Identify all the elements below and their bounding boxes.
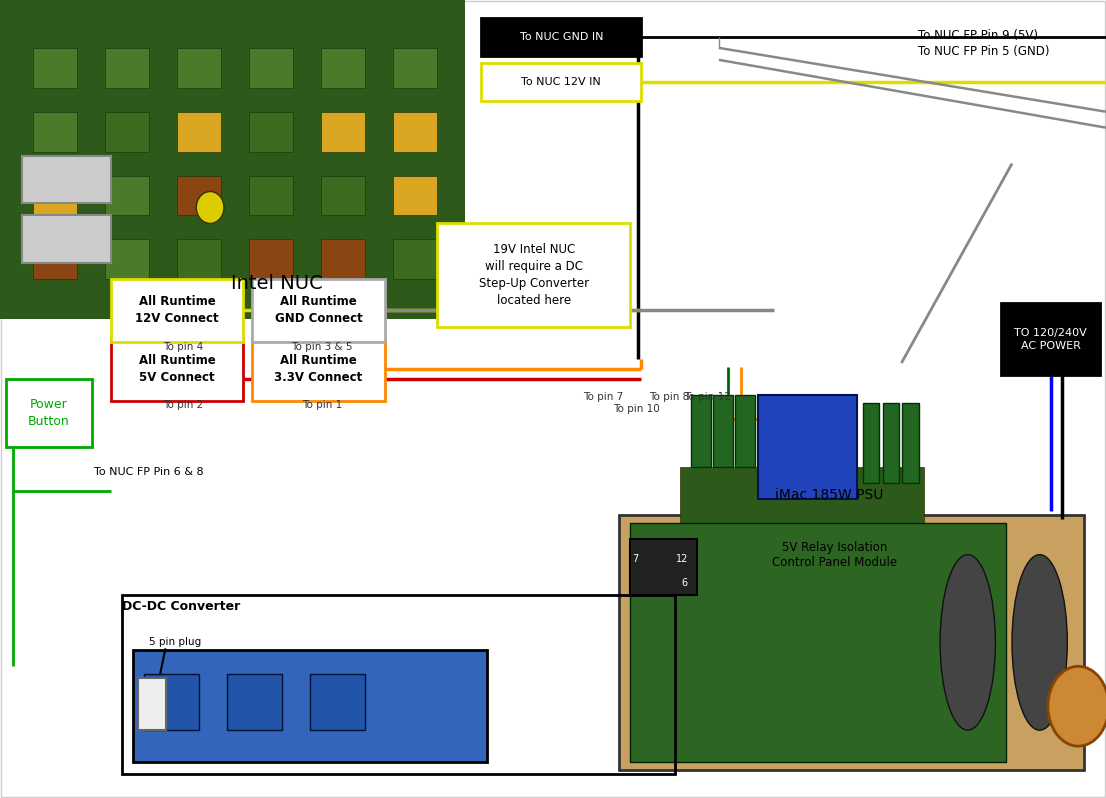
Bar	[393, 176, 437, 215]
Text: 6: 6	[681, 578, 688, 587]
Bar	[249, 48, 293, 88]
Text: All Runtime
5V Connect: All Runtime 5V Connect	[138, 354, 216, 385]
Text: To pin 12: To pin 12	[685, 393, 731, 402]
FancyBboxPatch shape	[252, 279, 385, 342]
Text: To pin 1: To pin 1	[302, 401, 342, 410]
Text: 19V Intel NUC
will require a DC
Step-Up Converter
located here: 19V Intel NUC will require a DC Step-Up …	[479, 243, 588, 307]
Bar	[735, 395, 755, 467]
Ellipse shape	[197, 192, 223, 223]
Bar	[249, 112, 293, 152]
FancyBboxPatch shape	[6, 379, 92, 447]
Text: TO 120/240V
AC POWER: TO 120/240V AC POWER	[1014, 327, 1087, 351]
Bar	[33, 48, 77, 88]
Bar	[105, 112, 149, 152]
FancyBboxPatch shape	[481, 18, 641, 56]
FancyBboxPatch shape	[437, 223, 630, 327]
Bar	[713, 395, 733, 467]
Bar	[177, 176, 221, 215]
FancyBboxPatch shape	[1001, 303, 1100, 375]
Bar	[393, 112, 437, 152]
Text: 7: 7	[633, 554, 639, 563]
Ellipse shape	[940, 555, 995, 730]
Text: To NUC FP Pin 5 (GND): To NUC FP Pin 5 (GND)	[918, 45, 1050, 58]
Text: All Runtime
12V Connect: All Runtime 12V Connect	[135, 295, 219, 326]
Text: To pin 3 & 5: To pin 3 & 5	[291, 342, 353, 352]
Ellipse shape	[1012, 555, 1067, 730]
Bar	[249, 176, 293, 215]
Text: To NUC FP Pin 6 & 8: To NUC FP Pin 6 & 8	[94, 468, 204, 477]
Text: DC-DC Converter: DC-DC Converter	[122, 600, 240, 613]
Bar	[227, 674, 282, 730]
Text: All Runtime
GND Connect: All Runtime GND Connect	[274, 295, 363, 326]
Text: To NUC GND IN: To NUC GND IN	[520, 32, 603, 41]
Bar	[619, 515, 1084, 770]
Bar	[883, 403, 899, 483]
Bar	[177, 239, 221, 279]
Text: All Runtime
3.3V Connect: All Runtime 3.3V Connect	[274, 354, 363, 385]
Bar	[321, 48, 365, 88]
Text: To pin 10: To pin 10	[613, 404, 659, 413]
Bar	[22, 215, 111, 263]
Bar	[33, 112, 77, 152]
FancyBboxPatch shape	[481, 63, 641, 101]
FancyBboxPatch shape	[252, 338, 385, 401]
Bar	[691, 395, 711, 467]
Bar	[321, 176, 365, 215]
Ellipse shape	[1047, 666, 1106, 746]
Bar	[680, 467, 924, 531]
Bar	[310, 674, 365, 730]
FancyBboxPatch shape	[0, 0, 465, 319]
Bar	[33, 176, 77, 215]
Text: To pin 7: To pin 7	[583, 393, 623, 402]
FancyBboxPatch shape	[111, 279, 243, 342]
Text: Intel NUC: Intel NUC	[231, 274, 322, 293]
Text: 5V Relay Isolation
Control Panel Module: 5V Relay Isolation Control Panel Module	[772, 540, 898, 569]
Bar	[105, 239, 149, 279]
Bar	[321, 239, 365, 279]
Bar	[758, 395, 857, 499]
Text: To pin 8: To pin 8	[649, 393, 689, 402]
Bar	[177, 48, 221, 88]
Bar	[22, 156, 111, 203]
Bar	[393, 239, 437, 279]
Text: 5 pin plug: 5 pin plug	[149, 638, 201, 647]
Bar	[138, 678, 166, 730]
Bar	[902, 403, 919, 483]
Bar	[33, 239, 77, 279]
Bar	[630, 523, 1006, 762]
Text: To pin 2: To pin 2	[164, 401, 204, 410]
Bar	[133, 650, 487, 762]
Bar	[321, 112, 365, 152]
Bar	[105, 176, 149, 215]
Text: Power
Button: Power Button	[28, 398, 70, 428]
Text: To NUC FP Pin 9 (5V): To NUC FP Pin 9 (5V)	[918, 29, 1037, 41]
Bar	[630, 539, 697, 595]
Bar	[393, 48, 437, 88]
Bar	[122, 595, 675, 774]
Text: To NUC 12V IN: To NUC 12V IN	[521, 77, 602, 87]
FancyBboxPatch shape	[111, 338, 243, 401]
Bar	[177, 112, 221, 152]
Bar	[105, 48, 149, 88]
Text: iMac 185W PSU: iMac 185W PSU	[775, 488, 884, 502]
Bar	[249, 239, 293, 279]
Bar	[144, 674, 199, 730]
Text: 12: 12	[676, 554, 688, 563]
Bar	[863, 403, 879, 483]
Text: To pin 4: To pin 4	[164, 342, 204, 352]
